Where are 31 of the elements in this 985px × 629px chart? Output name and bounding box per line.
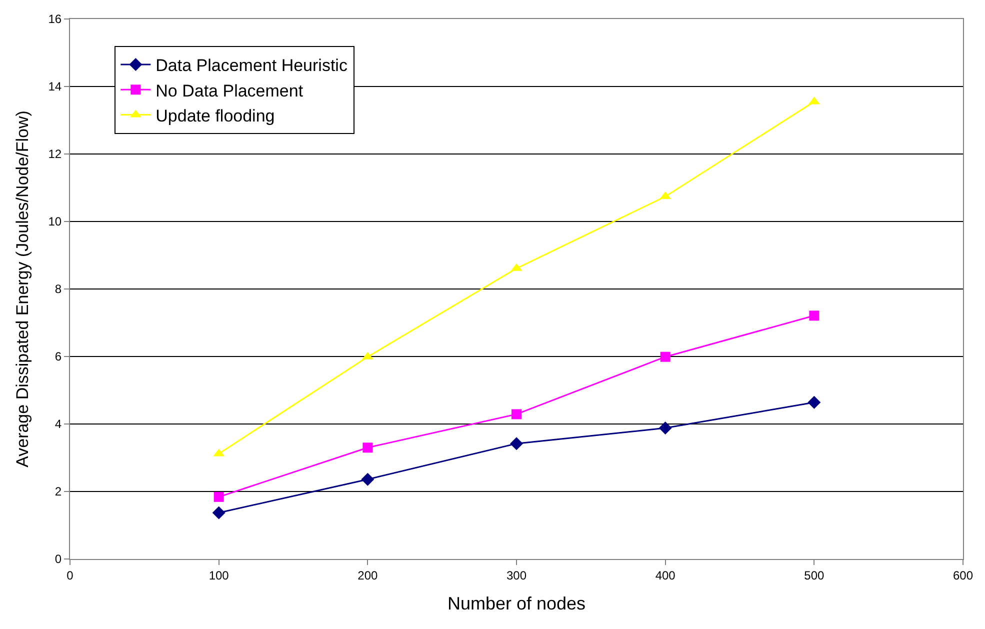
x-tick-label: 0 — [66, 568, 74, 582]
x-tick-label: 600 — [952, 568, 974, 582]
point — [362, 442, 373, 453]
y-tick-label: 8 — [54, 282, 62, 296]
y-axis-title: Average Dissipated Energy (Joules/Node/Flow) — [12, 110, 32, 468]
x-tick-label: 300 — [506, 568, 527, 582]
legend-label: Update flooding — [156, 106, 275, 126]
x-axis-title: Number of nodes — [447, 594, 586, 614]
x-tick-label: 200 — [358, 568, 378, 582]
point — [361, 472, 374, 486]
y-tick-label: 10 — [48, 214, 62, 229]
point — [214, 492, 224, 502]
y-tick-label: 6 — [54, 350, 62, 364]
legend-label: Data Placement Heuristic — [156, 56, 348, 76]
y-tick-label: 2 — [54, 484, 62, 499]
point — [808, 396, 821, 409]
y-tick-label: 4 — [54, 417, 62, 432]
y-tick-label: 16 — [48, 12, 62, 26]
point — [809, 310, 820, 321]
point — [510, 437, 523, 450]
x-tick-label: 500 — [804, 568, 824, 582]
y-tick-label: 12 — [48, 147, 62, 162]
legend-label: No Data Placement — [156, 81, 304, 100]
y-tick-label: 14 — [48, 80, 62, 94]
point — [212, 506, 226, 520]
y-tick-label: 0 — [54, 552, 62, 566]
point — [660, 352, 670, 362]
x-tick-label: 100 — [208, 568, 230, 582]
point — [512, 409, 522, 420]
point — [658, 422, 672, 435]
x-tick-label: 400 — [655, 568, 676, 582]
